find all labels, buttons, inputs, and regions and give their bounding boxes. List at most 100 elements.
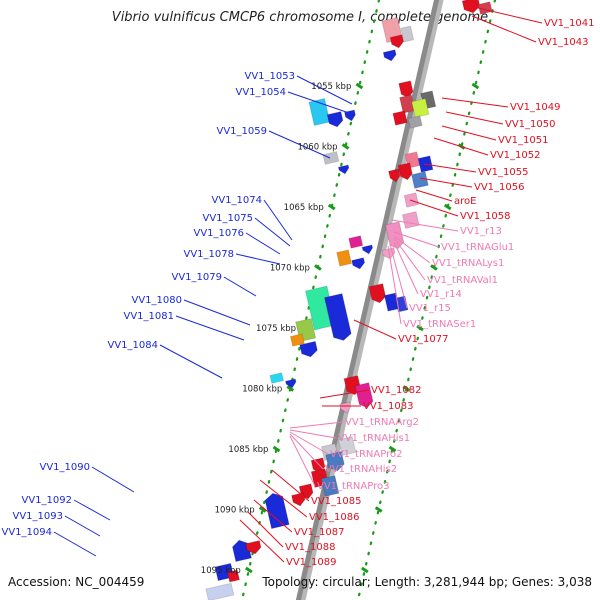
gene-block bbox=[269, 372, 285, 384]
leader-line bbox=[296, 75, 353, 105]
gene-feature bbox=[389, 34, 405, 49]
gene-block bbox=[392, 110, 408, 126]
kbp-label: 1075 kbp bbox=[256, 324, 296, 334]
leader-line bbox=[393, 241, 419, 295]
gene-feature bbox=[397, 162, 413, 181]
backbone-line bbox=[295, 0, 440, 600]
gene-label: VV1_tRNAGlu1 bbox=[441, 242, 514, 253]
gene-feature bbox=[205, 582, 235, 600]
gene-label: VV1_1059 bbox=[217, 126, 268, 137]
gene-feature bbox=[291, 492, 306, 507]
leader-line bbox=[235, 253, 281, 265]
gene-feature bbox=[326, 111, 344, 128]
left-gene-labels: VV1_1053 VV1_1054 VV1_1059 VV1_1074 VV1_1075… bbox=[2, 71, 296, 538]
gene-arrow bbox=[354, 382, 374, 409]
gene-features bbox=[205, 0, 493, 600]
kbp-tick-right bbox=[388, 445, 397, 453]
gene-arrow bbox=[461, 0, 481, 14]
gene-block bbox=[411, 98, 430, 118]
gene-label: VV1_tRNAPro2 bbox=[330, 449, 402, 460]
gene-label: VV1_1092 bbox=[22, 495, 73, 506]
leader-line bbox=[433, 137, 489, 156]
gene-arrow bbox=[398, 80, 414, 99]
gene-label: VV1_1077 bbox=[398, 334, 449, 345]
leader-line bbox=[353, 319, 397, 340]
leader-line bbox=[259, 479, 308, 518]
kbp-label: 1095 kbp bbox=[201, 566, 241, 576]
gene-label: VV1_1090 bbox=[40, 462, 91, 473]
kbp-label: 1080 kbp bbox=[242, 385, 282, 395]
leader-line bbox=[393, 231, 440, 248]
gene-block bbox=[322, 150, 340, 166]
gene-label: VV1_1053 bbox=[245, 71, 296, 82]
gene-label: VV1_1055 bbox=[478, 167, 529, 178]
gene-label: VV1_1087 bbox=[294, 527, 345, 538]
chromosome-backbone bbox=[295, 0, 444, 600]
leader-line bbox=[423, 163, 477, 173]
kbp-tick-right bbox=[416, 324, 424, 332]
kbp-tick-right bbox=[374, 506, 383, 513]
gene-feature bbox=[320, 475, 340, 497]
gene-feature bbox=[226, 569, 241, 583]
gene-arrow bbox=[384, 221, 405, 250]
leader-line bbox=[159, 344, 223, 379]
gene-feature bbox=[325, 450, 345, 472]
gene-arrow bbox=[351, 257, 366, 270]
leader-line bbox=[289, 433, 324, 470]
kbp-tick-right bbox=[361, 566, 369, 574]
gene-block bbox=[400, 25, 415, 43]
gene-label: VV1_1080 bbox=[132, 295, 183, 306]
kbp-tick-left bbox=[272, 445, 281, 453]
gene-label: VV1_1058 bbox=[460, 211, 511, 222]
leader-line bbox=[389, 243, 408, 309]
kbp-tick-left bbox=[245, 566, 253, 574]
gene-feature bbox=[351, 257, 366, 270]
leader-line bbox=[289, 431, 329, 455]
gene-label: VV1_1085 bbox=[311, 496, 362, 507]
gene-label: VV1_1075 bbox=[203, 213, 254, 224]
leader-line bbox=[247, 511, 284, 548]
gene-feature bbox=[477, 1, 493, 15]
leader-line bbox=[289, 435, 316, 487]
gene-label: VV1_tRNAArg2 bbox=[345, 417, 419, 428]
kbp-labels: 1055 kbp 1060 kbp 1065 kbp 1070 kbp 1075 kbp… bbox=[201, 82, 352, 576]
backbone-shadow bbox=[297, 0, 444, 600]
leader-line bbox=[415, 189, 453, 202]
gene-feature bbox=[382, 49, 397, 62]
gene-feature bbox=[299, 340, 318, 358]
gene-label: VV1_1083 bbox=[363, 401, 414, 412]
kbp-tick-left bbox=[327, 203, 336, 211]
gene-label: VV1_1082 bbox=[371, 385, 422, 396]
gene-label: VV1_1079 bbox=[172, 272, 223, 283]
leader-line bbox=[445, 111, 504, 125]
gene-feature bbox=[284, 378, 297, 389]
kbp-label: 1085 kbp bbox=[228, 445, 268, 455]
kbp-label: 1070 kbp bbox=[270, 264, 310, 274]
gene-label: VV1_1056 bbox=[474, 182, 525, 193]
gene-label: VV1_r15 bbox=[409, 303, 451, 314]
gene-feature bbox=[336, 249, 353, 267]
gene-feature bbox=[337, 164, 350, 175]
gene-feature bbox=[368, 283, 387, 304]
leader-line bbox=[254, 217, 291, 247]
leader-line bbox=[53, 531, 97, 557]
leader-line bbox=[73, 499, 111, 521]
gene-arrow bbox=[397, 162, 413, 181]
gene-label: VV1_tRNAHis1 bbox=[338, 433, 410, 444]
gene-feature bbox=[339, 401, 352, 414]
gene-feature bbox=[289, 333, 305, 347]
leader-line bbox=[393, 235, 431, 264]
leader-line bbox=[223, 276, 257, 297]
gene-block bbox=[410, 171, 429, 189]
gene-label: aroE bbox=[454, 196, 476, 207]
gene-label: VV1_1093 bbox=[13, 511, 64, 522]
gene-block bbox=[477, 1, 493, 15]
leader-line bbox=[471, 15, 537, 43]
gene-block bbox=[337, 436, 357, 456]
gene-label: VV1_tRNALys1 bbox=[432, 258, 504, 269]
gene-label: VV1_1052 bbox=[490, 150, 541, 161]
gene-arrow bbox=[284, 378, 297, 389]
kbp-label: 1060 kbp bbox=[297, 143, 337, 153]
gene-label: VV1_1074 bbox=[212, 195, 263, 206]
leader-line bbox=[391, 219, 459, 232]
